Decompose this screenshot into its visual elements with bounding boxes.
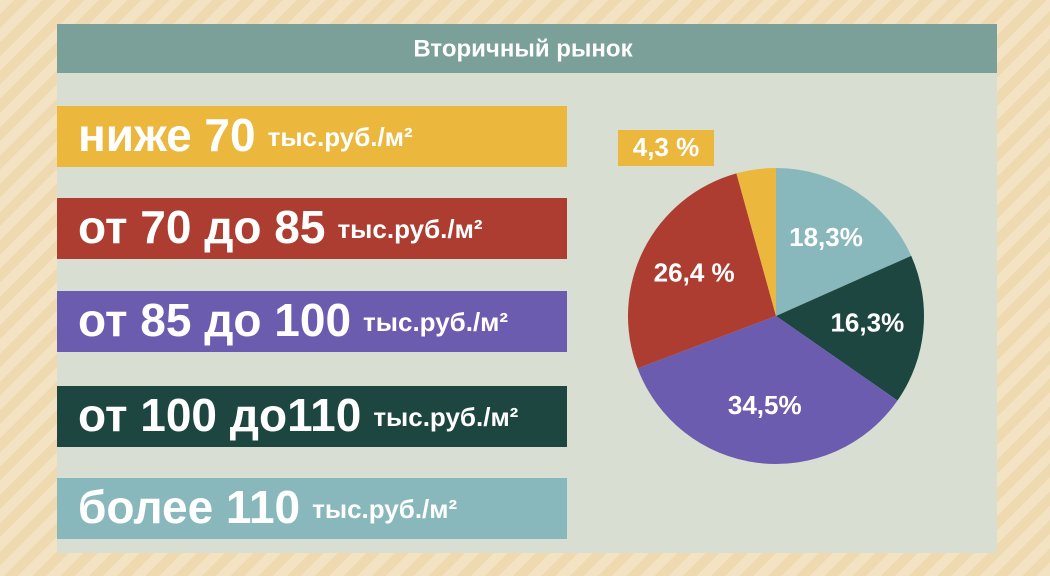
pie-slice: [637, 316, 898, 465]
value-label: 18,3%: [789, 222, 863, 252]
legend-category: от 85 до 100: [78, 294, 351, 346]
chart-title: Вторичный рынок: [413, 35, 633, 62]
header: [57, 24, 997, 73]
legend-unit: тыс.руб./м²: [363, 307, 508, 337]
legend-category: более 110: [78, 481, 300, 533]
legend-category: от 100 до110: [78, 389, 361, 441]
value-label: 34,5%: [728, 390, 802, 420]
legend-bar: [57, 198, 567, 259]
legend-unit: тыс.руб./м²: [312, 494, 457, 524]
legend-label: от 100 до110 тыс.руб./м²: [78, 389, 519, 441]
legend-unit: тыс.руб./м²: [268, 122, 413, 152]
legend-bar: [57, 106, 567, 167]
legend-category: от 70 до 85: [78, 201, 325, 253]
legend-bar: [57, 386, 567, 447]
legend-category: ниже 70: [78, 109, 256, 161]
value-label: 4,3 %: [633, 132, 700, 162]
value-label: 26,4 %: [654, 257, 735, 287]
legend-label: ниже 70 тыс.руб./м²: [78, 109, 413, 161]
legend-unit: тыс.руб./м²: [373, 402, 518, 432]
legend-label: от 70 до 85 тыс.руб./м²: [78, 201, 483, 253]
value-label-box: [618, 130, 714, 166]
pie-slice: [736, 168, 776, 316]
legend-bar: [57, 478, 567, 539]
pie-slice: [776, 168, 912, 316]
pie-slice: [628, 173, 776, 369]
legend-label: от 85 до 100 тыс.руб./м²: [78, 294, 508, 346]
pie-slice: [776, 255, 925, 401]
value-label: 16,3%: [830, 308, 904, 338]
legend-bar: [57, 291, 567, 352]
legend-label: более 110 тыс.руб./м²: [78, 481, 458, 533]
legend-unit: тыс.руб./м²: [337, 214, 482, 244]
